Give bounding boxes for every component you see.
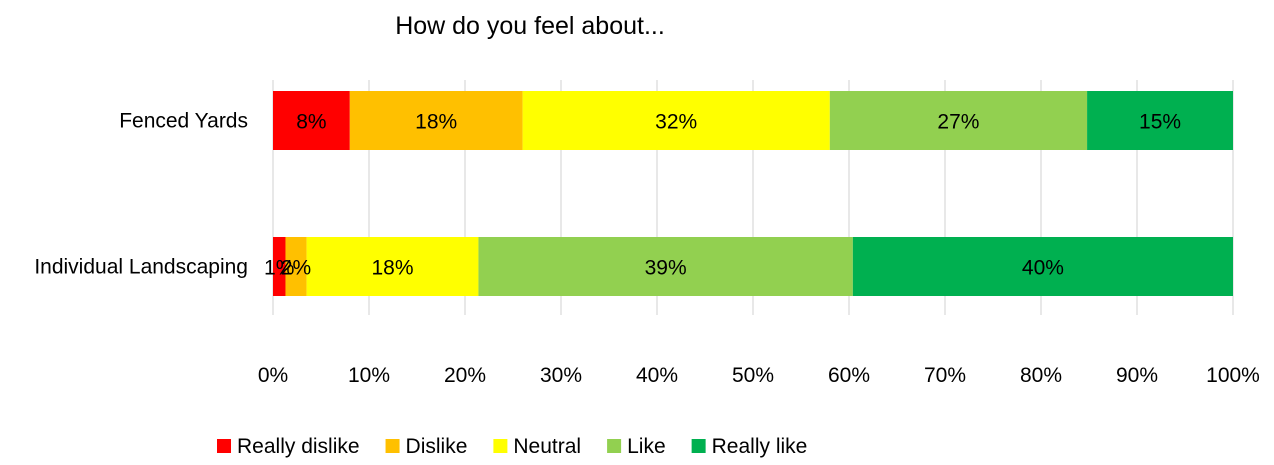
x-tick-label: 100%: [1206, 364, 1260, 387]
data-label: 18%: [372, 257, 414, 280]
x-tick-label: 0%: [258, 364, 288, 387]
category-label: Fenced Yards: [119, 110, 248, 133]
bar-segment: [273, 91, 350, 150]
bar-segment: [273, 237, 286, 296]
x-axis-tick-labels: 0% 10% 20% 30% 40% 50% 60% 70% 80% 90% 100%: [258, 364, 1260, 387]
legend-swatch: [691, 439, 706, 453]
legend-swatch: [607, 439, 622, 453]
legend-label: Really like: [712, 435, 808, 458]
x-tick-label: 90%: [1116, 364, 1158, 387]
x-tick-label: 30%: [540, 364, 582, 387]
bar-segment: [852, 237, 1233, 296]
data-label: 32%: [655, 111, 697, 134]
bar-segment: [829, 91, 1088, 150]
legend-swatch: [385, 439, 400, 453]
x-tick-label: 80%: [1020, 364, 1062, 387]
x-tick-label: 70%: [924, 364, 966, 387]
legend-label: Like: [627, 435, 666, 458]
data-label: 27%: [937, 111, 979, 134]
legend-label: Really dislike: [237, 435, 360, 458]
bar-segment: [306, 237, 479, 296]
x-tick-label: 40%: [636, 364, 678, 387]
legend-label: Neutral: [513, 435, 581, 458]
data-label: 18%: [415, 111, 457, 134]
legend: Really dislike Dislike Neutral Like Really l…: [217, 435, 807, 458]
bar-segment: [522, 91, 830, 150]
legend-label: Dislike: [406, 435, 468, 458]
legend-swatch: [493, 439, 508, 453]
bars: [273, 91, 1233, 296]
bar-segment: [285, 237, 307, 296]
bar-segment: [349, 91, 523, 150]
data-label: 1%: [264, 257, 294, 280]
bar-segment: [478, 237, 853, 296]
category-labels: Fenced Yards Individual Landscaping: [34, 110, 248, 279]
data-label: 8%: [296, 111, 326, 134]
x-tick-label: 20%: [444, 364, 486, 387]
data-label: 15%: [1139, 111, 1181, 134]
data-labels: 8% 18% 32% 27% 15% 1%2% 18% 39% 40%: [264, 111, 1181, 280]
data-label: 40%: [1022, 257, 1064, 280]
x-tick-label: 10%: [348, 364, 390, 387]
bar-segment: [1087, 91, 1233, 150]
x-tick-label: 50%: [732, 364, 774, 387]
x-tick-label: 60%: [828, 364, 870, 387]
data-label: 2%: [281, 257, 311, 280]
chart-title: How do you feel about...: [395, 12, 665, 40]
category-label: Individual Landscaping: [34, 256, 248, 279]
data-label: 39%: [645, 257, 687, 280]
legend-swatch: [217, 439, 231, 453]
